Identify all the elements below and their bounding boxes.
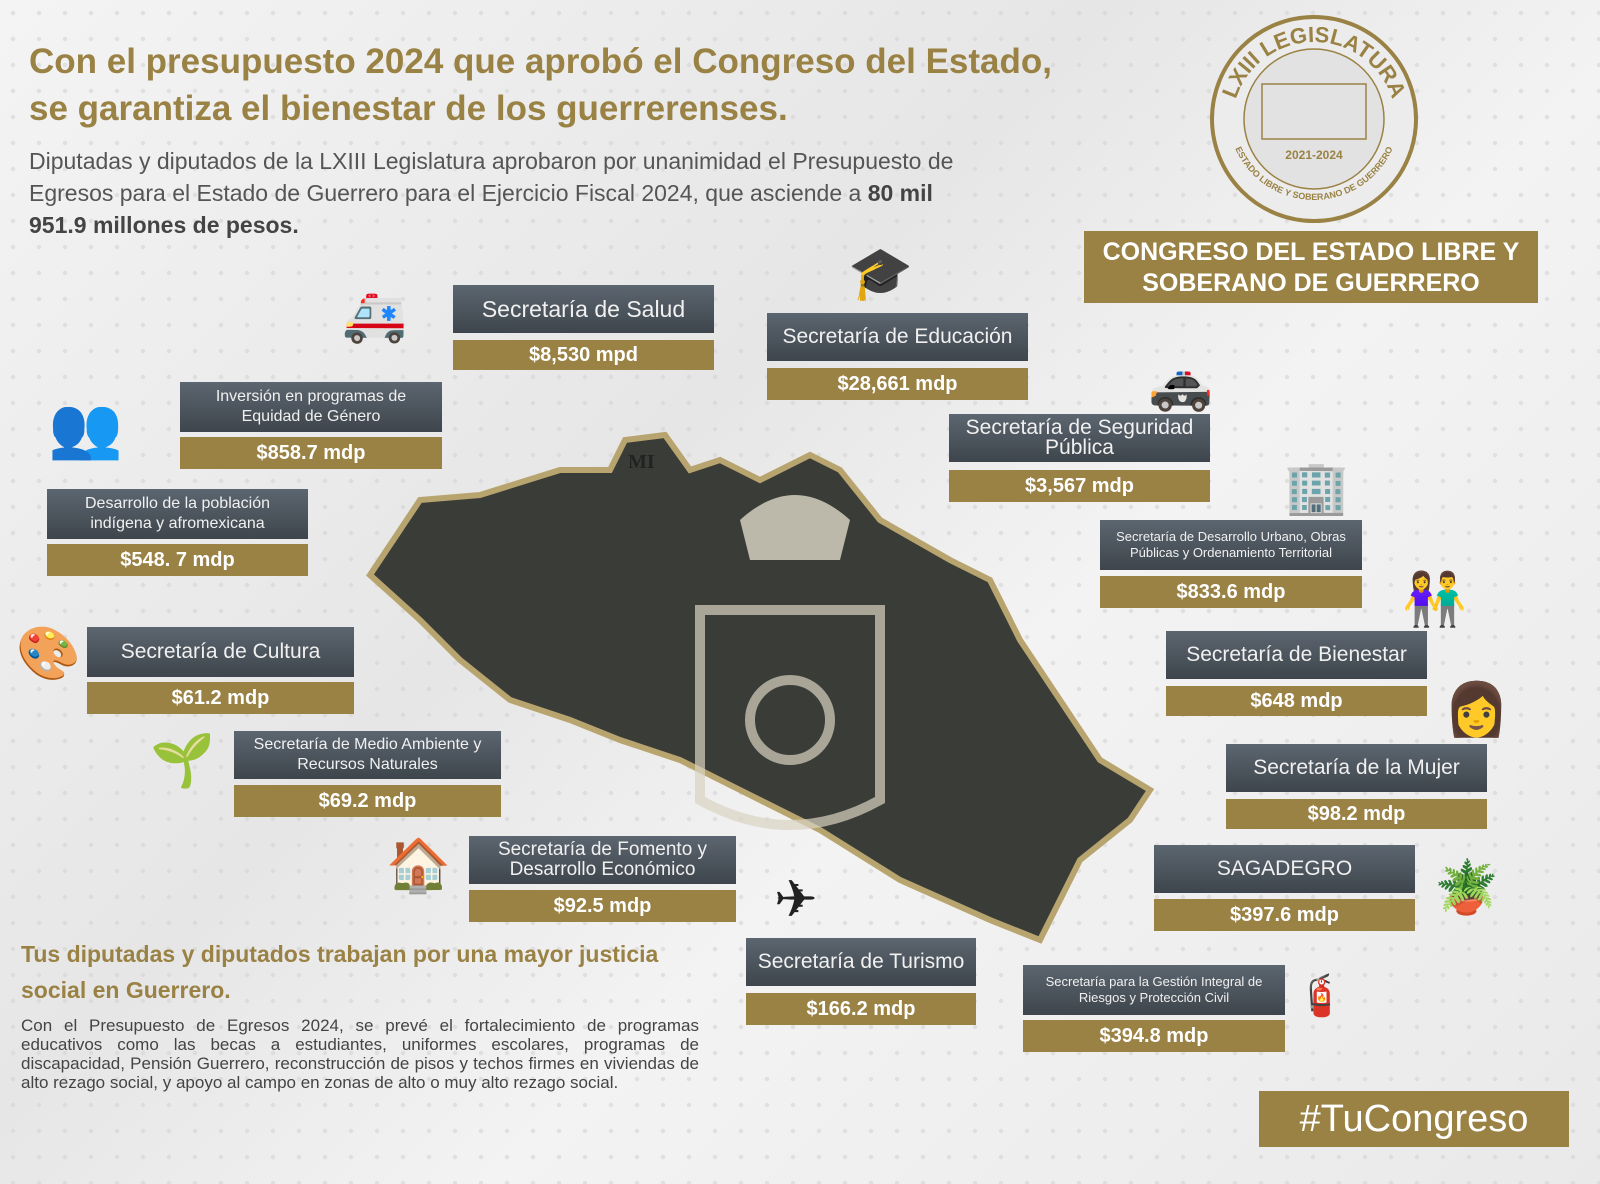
fire-extinguisher-icon: 🧯 [1296,974,1346,1018]
card-mujer-label: Secretaría de la Mujer [1226,744,1487,792]
hand-leaf-icon: 🌱 [150,732,215,790]
seal-years: 2021-2024 [1285,148,1343,162]
coat-of-arms-crown [740,495,850,560]
intro-body: Diputadas y diputados de la LXIII Legisl… [29,148,954,206]
intro-text: Diputadas y diputados de la LXIII Legisl… [29,145,989,241]
card-mujer-value: $98.2 mdp [1226,799,1487,829]
card-educacion-value: $28,661 mdp [767,368,1028,400]
card-proteccion-civil-label: Secretaría para la Gestión Integral de R… [1023,965,1285,1015]
hand-house-icon: 🏠 [386,837,451,895]
buildings-icon: 🏢 [1284,459,1349,517]
card-cultura-label: Secretaría de Cultura [87,627,354,677]
card-indigena-value: $548. 7 mdp [47,544,308,576]
card-urbano-label: Secretaría de Desarrollo Urbano, Obras P… [1100,520,1362,570]
card-fomento-value: $92.5 mdp [469,890,736,922]
headline: Con el presupuesto 2024 que aprobó el Co… [29,42,1052,128]
card-salud-value: $8,530 mpd [453,340,714,370]
card-bienestar-label: Secretaría de Bienestar [1166,631,1427,679]
card-salud-label: Secretaría de Salud [453,285,714,333]
card-cultura-value: $61.2 mdp [87,682,354,714]
graduation-cap-icon: 🎓 [848,245,913,303]
card-seguridad-label: Secretaría de Seguridad Pública [949,414,1210,462]
plant-pot-icon: 🪴 [1434,859,1499,917]
card-sagadegro-label: SAGADEGRO [1154,845,1415,893]
card-urbano-value: $833.6 mdp [1100,576,1362,608]
card-fomento-label: Secretaría de Fomento y Desarrollo Econó… [469,836,736,884]
card-seguridad-value: $3,567 mdp [949,470,1210,502]
card-sagadegro-value: $397.6 mdp [1154,899,1415,931]
card-indigena-label: Desarrollo de la población indígena y af… [47,489,308,539]
coat-of-arms [695,605,885,830]
legislatura-seal: LXIII LEGISLATURA ESTADO LIBRE Y SOBERAN… [1210,15,1418,223]
coat-of-arms-circle [745,675,835,765]
bottom-text: Con el Presupuesto de Egresos 2024, se p… [21,1016,699,1092]
bottom-title: Tus diputadas y diputados trabajan por u… [21,941,659,1003]
card-turismo-label: Secretaría de Turismo [746,938,976,986]
police-car-icon: 🚓 [1148,355,1213,413]
card-medio-ambiente-label: Secretaría de Medio Ambiente y Recursos … [234,731,501,779]
card-educacion-label: Secretaría de Educación [767,313,1028,361]
card-equidad-value: $858.7 mdp [180,437,442,469]
congreso-banner: CONGRESO DEL ESTADO LIBRE Y SOBERANO DE … [1084,231,1538,303]
card-proteccion-civil-value: $394.8 mdp [1023,1020,1285,1052]
card-turismo-value: $166.2 mdp [746,993,976,1025]
people-heart-icon: 👫 [1402,571,1467,629]
people-group-icon: 👥 [48,394,123,461]
map-label: MI [628,451,655,473]
hashtag-banner: #TuCongreso [1259,1091,1569,1147]
card-bienestar-value: $648 mdp [1166,686,1427,716]
airplane-icon: ✈ [774,871,818,929]
card-medio-ambiente-value: $69.2 mdp [234,785,501,817]
palette-icon: 🎨 [16,625,81,683]
intro-amount: 80 mil 951.9 millones de pesos. [29,180,933,238]
woman-icon: 👩 [1444,681,1509,739]
ambulance-icon: 🚑 [342,287,407,345]
card-equidad-label: Inversión en programas de Equidad de Gén… [180,382,442,432]
